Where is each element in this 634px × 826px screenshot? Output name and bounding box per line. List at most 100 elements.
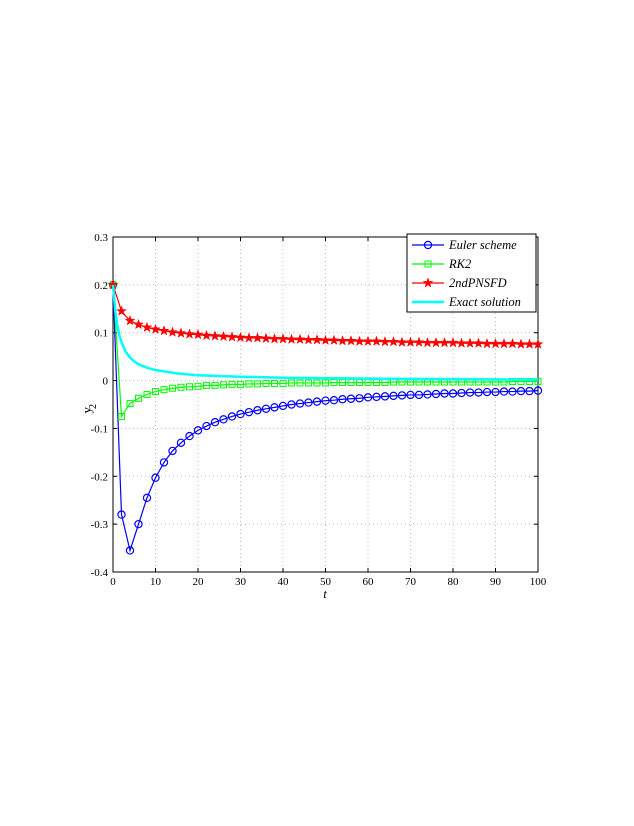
marker-star [158, 325, 170, 336]
marker-circle [117, 510, 126, 519]
marker-square [152, 388, 159, 396]
marker-star [328, 334, 340, 346]
legend-box [406, 233, 537, 313]
marker-square [220, 381, 227, 389]
marker-circle [125, 546, 135, 555]
marker-circle [499, 387, 509, 396]
marker-square [143, 390, 151, 398]
legend-label: Euler scheme [448, 238, 517, 252]
marker-circle [533, 386, 543, 395]
marker-circle [508, 387, 517, 396]
marker-circle [312, 397, 322, 406]
marker-circle [372, 392, 381, 402]
y-tick-label: 0.2 [94, 280, 108, 292]
marker-circle [355, 394, 364, 403]
marker-star [473, 337, 484, 348]
marker-star [209, 330, 221, 341]
legend-label: RK2 [448, 257, 471, 271]
y-tick-label: -0.4 [91, 567, 109, 579]
x-tick-label: 90 [490, 576, 502, 588]
marker-square [126, 400, 134, 408]
marker-star [124, 314, 136, 326]
marker-circle [219, 415, 228, 424]
marker-star [235, 331, 246, 343]
marker-square [262, 379, 270, 387]
marker-square [186, 383, 193, 391]
legend-label: Exact solution [448, 295, 521, 309]
y-axis-label-subscript: 2 [88, 404, 99, 409]
marker-star [277, 333, 289, 344]
marker-square [203, 381, 210, 389]
marker-circle [261, 404, 271, 414]
marker-star [260, 332, 272, 344]
marker-circle [304, 398, 313, 407]
marker-square [271, 379, 278, 387]
y-axis-label-group: y 2 [79, 404, 99, 414]
marker-circle [346, 394, 356, 403]
marker-square [177, 383, 185, 391]
marker-circle [338, 395, 347, 404]
marker-square [305, 379, 312, 387]
legend-marker [424, 260, 432, 268]
marker-square [211, 381, 219, 389]
marker-star [252, 332, 263, 343]
marker-circle [185, 431, 194, 441]
marker-square [296, 379, 304, 387]
x-tick-label: 40 [278, 576, 290, 588]
marker-star [507, 337, 518, 349]
marker-circle [329, 395, 339, 405]
marker-circle [397, 391, 407, 400]
marker-circle [168, 446, 177, 456]
marker-circle [210, 418, 220, 427]
marker-star [345, 335, 357, 346]
marker-square [322, 379, 329, 387]
marker-star [167, 326, 178, 337]
marker-circle [448, 389, 458, 398]
marker-star [192, 328, 204, 340]
marker-circle [142, 493, 152, 503]
marker-star [133, 318, 144, 330]
marker-circle [406, 390, 415, 400]
x-axis-label: t [323, 586, 327, 601]
marker-square [118, 412, 125, 420]
marker-square [194, 382, 202, 390]
marker-star [371, 335, 382, 346]
y-tick-label: -0.3 [91, 519, 109, 531]
x-tick-label: 10 [150, 576, 162, 588]
plot-frame [112, 236, 539, 573]
marker-circle [380, 392, 390, 401]
x-tick-label: 80 [448, 576, 460, 588]
marker-square [313, 379, 321, 387]
x-tick-label: 0 [110, 576, 116, 588]
marker-circle [414, 390, 424, 400]
marker-star [388, 336, 399, 347]
marker-circle [244, 407, 254, 417]
marker-square [245, 380, 253, 388]
y-tick-label: 0.3 [94, 232, 108, 244]
marker-square [228, 380, 236, 388]
marker-star [311, 334, 323, 345]
marker-circle [457, 388, 466, 398]
marker-star [226, 331, 238, 342]
marker-star [447, 336, 459, 348]
marker-circle [270, 403, 279, 412]
marker-square [288, 379, 295, 387]
x-tick-label: 60 [363, 576, 375, 588]
marker-square [237, 380, 244, 388]
y-tick-label: 0.1 [94, 328, 108, 340]
x-tick-label: 30 [235, 576, 247, 588]
marker-star [175, 327, 187, 338]
legend-marker [422, 277, 434, 288]
legend: Euler scheme RK2 2ndPNSFD Exact solution [406, 233, 537, 313]
marker-star [532, 338, 544, 349]
marker-star [294, 333, 306, 345]
marker-square [169, 384, 176, 392]
series-line [111, 284, 539, 381]
y-tick-label: -0.1 [91, 423, 108, 435]
y-tick-label: 0 [103, 376, 109, 388]
marker-circle [516, 386, 526, 396]
marker-star [184, 328, 195, 339]
marker-star [150, 323, 161, 335]
